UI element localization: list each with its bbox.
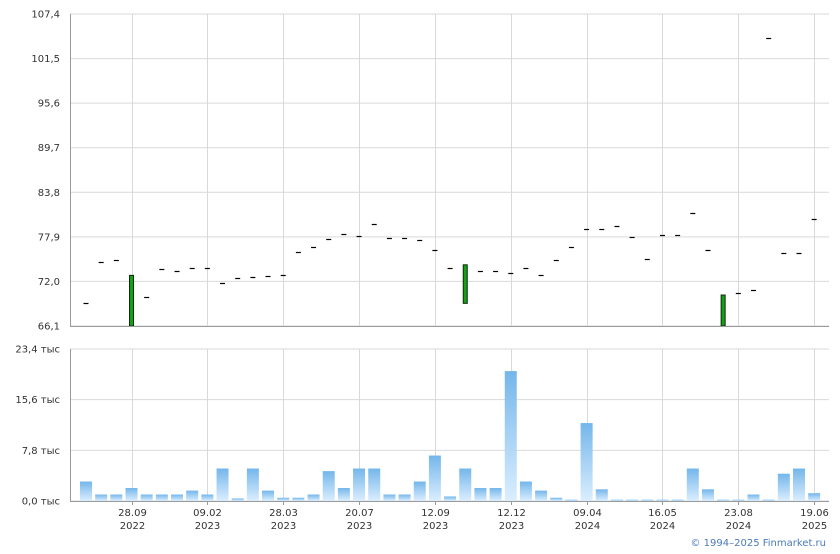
x-tick-year: 2024 [726, 521, 751, 532]
x-tick-date: 20.07 [345, 508, 374, 519]
volume-bar [565, 499, 578, 501]
volume-bar [701, 489, 714, 501]
volume-bar [398, 494, 411, 501]
volume-bar [626, 499, 639, 501]
volume-bar [413, 481, 426, 501]
volume-bar [125, 488, 138, 501]
x-tick-year: 2023 [195, 521, 220, 532]
volume-bar [322, 471, 335, 501]
volume-bar [337, 488, 350, 501]
volume-bar [808, 493, 821, 501]
price-candle-body [129, 274, 135, 327]
volume-bar [610, 499, 623, 501]
volume-bar [186, 490, 199, 501]
volume-bar [262, 490, 275, 501]
volume-bar [792, 468, 805, 501]
volume-bar [777, 473, 790, 501]
volume-bar [171, 494, 184, 501]
volume-bar [307, 494, 320, 501]
x-tick-date: 09.02 [193, 508, 222, 519]
volume-bar [732, 499, 745, 501]
volume-bar [656, 499, 669, 501]
x-tick-year: 2023 [499, 521, 524, 532]
volume-bar [95, 494, 108, 501]
x-tick-date: 12.12 [497, 508, 526, 519]
volume-bar [216, 468, 229, 501]
x-tick-year: 2023 [347, 521, 372, 532]
volume-bar [201, 494, 214, 501]
volume-bar [383, 494, 396, 501]
price-y-tick: 89,7 [38, 143, 60, 154]
volume-bar [353, 468, 366, 501]
x-tick-year: 2023 [423, 521, 448, 532]
price-y-tick: 72,0 [38, 277, 60, 288]
price-y-tick: 83,8 [38, 188, 60, 199]
price-candle-body [462, 264, 468, 304]
volume-bar [459, 468, 472, 501]
volume-y-tick: 15,6 тыс [15, 395, 60, 406]
volume-bar [277, 497, 290, 501]
volume-bar [231, 498, 244, 501]
volume-bar [80, 481, 92, 501]
x-tick-year: 2022 [120, 521, 145, 532]
x-tick-year: 2024 [575, 521, 600, 532]
volume-bar [762, 499, 775, 501]
volume-bar [747, 494, 760, 501]
volume-bar [519, 481, 532, 501]
price-y-tick: 66,1 [38, 322, 60, 333]
volume-y-tick: 0,0 тыс [22, 497, 60, 508]
axis-labels: 107,4 101,5 95,6 89,7 83,8 77,9 72,0 66,1 23,4 т… [15, 10, 828, 533]
volume-bar [489, 488, 502, 501]
volume-bar [717, 499, 730, 501]
x-tick-date: 09.04 [573, 508, 602, 519]
volume-bar [671, 499, 684, 501]
price-candle-body [720, 294, 726, 327]
volume-bar [246, 468, 259, 501]
price-y-tick: 101,5 [31, 54, 60, 65]
grid-layer [70, 13, 829, 502]
volume-bar [155, 494, 168, 501]
volume-bar [444, 496, 457, 501]
price-candles [83, 37, 817, 327]
price-y-tick: 107,4 [31, 10, 60, 21]
volume-bar [368, 468, 381, 501]
volume-bar [504, 371, 517, 501]
price-y-tick: 95,6 [38, 99, 60, 110]
copyright-text[interactable]: © 1994–2025 Finmarket.ru [690, 538, 826, 549]
x-tick-date: 28.03 [269, 508, 298, 519]
volume-bar [110, 494, 123, 501]
x-tick-date: 19.06 [800, 508, 829, 519]
volume-bar [292, 497, 305, 501]
x-tick-year: 2023 [271, 521, 296, 532]
x-tick-date: 12.09 [421, 508, 450, 519]
volume-y-tick: 23,4 тыс [15, 345, 60, 356]
x-tick-year: 2024 [650, 521, 675, 532]
volume-bar [550, 497, 563, 501]
x-tick-date: 28.09 [118, 508, 147, 519]
volume-bar [535, 490, 548, 501]
volume-bar [428, 455, 441, 501]
volume-bars [80, 371, 821, 501]
x-tick-date: 23.08 [724, 508, 753, 519]
volume-bar [686, 468, 699, 501]
volume-bar [641, 499, 654, 501]
price-y-tick: 77,9 [38, 232, 60, 243]
volume-y-tick: 7,8 тыс [22, 446, 60, 457]
volume-bar [474, 488, 487, 501]
x-tick-date: 16.05 [648, 508, 677, 519]
x-tick-year: 2025 [802, 521, 827, 532]
volume-bar [595, 489, 608, 501]
volume-bar [140, 494, 153, 501]
axes [70, 14, 829, 505]
volume-bar [580, 423, 593, 501]
